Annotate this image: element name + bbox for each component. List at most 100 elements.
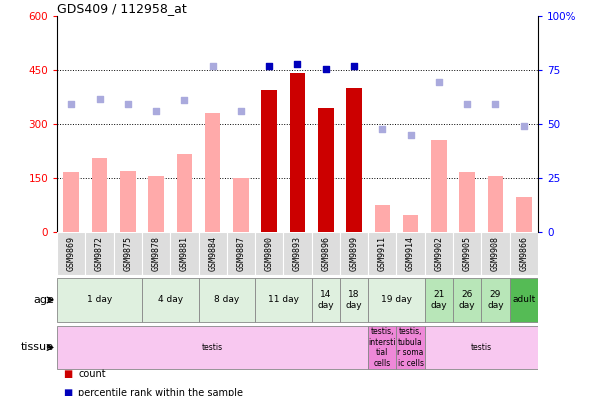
Text: GSM9878: GSM9878 — [151, 236, 160, 271]
Point — [236, 108, 246, 114]
FancyBboxPatch shape — [283, 232, 312, 275]
Text: 26
day: 26 day — [459, 290, 475, 310]
Text: GSM9881: GSM9881 — [180, 236, 189, 271]
FancyBboxPatch shape — [453, 232, 481, 275]
Text: 8 day: 8 day — [214, 295, 239, 305]
Text: age: age — [33, 295, 54, 305]
FancyBboxPatch shape — [425, 278, 453, 322]
FancyBboxPatch shape — [85, 232, 114, 275]
Text: testis,
tubula
r soma
ic cells: testis, tubula r soma ic cells — [397, 327, 424, 367]
FancyBboxPatch shape — [255, 278, 312, 322]
Bar — [290, 73, 305, 232]
Bar — [233, 178, 249, 232]
Text: GSM9884: GSM9884 — [208, 236, 217, 271]
Text: 18
day: 18 day — [346, 290, 362, 310]
FancyBboxPatch shape — [368, 278, 425, 322]
FancyBboxPatch shape — [397, 232, 425, 275]
Point — [293, 61, 302, 67]
FancyBboxPatch shape — [114, 232, 142, 275]
Point — [377, 126, 387, 132]
Bar — [261, 89, 277, 232]
Point — [95, 95, 105, 102]
Point — [490, 101, 500, 107]
Bar — [487, 176, 503, 232]
Point — [208, 63, 218, 69]
Point — [519, 122, 528, 129]
Text: ■: ■ — [63, 388, 72, 396]
FancyBboxPatch shape — [198, 232, 227, 275]
Text: GSM9908: GSM9908 — [491, 236, 500, 271]
Text: GSM9914: GSM9914 — [406, 236, 415, 271]
Text: GSM9893: GSM9893 — [293, 236, 302, 271]
Text: GDS409 / 112958_at: GDS409 / 112958_at — [57, 2, 187, 15]
Bar — [431, 140, 447, 232]
Text: tissue: tissue — [21, 343, 54, 352]
Point — [321, 66, 331, 72]
FancyBboxPatch shape — [170, 232, 198, 275]
Text: GSM9896: GSM9896 — [322, 236, 331, 271]
Text: GSM9887: GSM9887 — [236, 236, 245, 271]
Bar — [516, 198, 531, 232]
Bar — [92, 158, 108, 232]
Bar — [403, 215, 418, 232]
FancyBboxPatch shape — [510, 232, 538, 275]
Text: GSM9905: GSM9905 — [463, 236, 472, 271]
FancyBboxPatch shape — [397, 326, 425, 369]
Bar — [459, 172, 475, 232]
Point — [151, 108, 161, 114]
FancyBboxPatch shape — [510, 278, 538, 322]
FancyBboxPatch shape — [368, 232, 397, 275]
Text: GSM9911: GSM9911 — [378, 236, 387, 271]
FancyBboxPatch shape — [227, 232, 255, 275]
Text: 19 day: 19 day — [381, 295, 412, 305]
Point — [67, 101, 76, 107]
Bar — [64, 172, 79, 232]
FancyBboxPatch shape — [255, 232, 283, 275]
Text: 11 day: 11 day — [268, 295, 299, 305]
Text: GSM9872: GSM9872 — [95, 236, 104, 271]
Text: testis: testis — [471, 343, 492, 352]
Bar — [148, 176, 164, 232]
FancyBboxPatch shape — [312, 278, 340, 322]
Point — [434, 79, 444, 86]
Text: 4 day: 4 day — [157, 295, 183, 305]
FancyBboxPatch shape — [57, 326, 368, 369]
FancyBboxPatch shape — [340, 232, 368, 275]
Text: GSM9890: GSM9890 — [264, 236, 273, 271]
Text: count: count — [78, 369, 106, 379]
Text: GSM9899: GSM9899 — [350, 236, 359, 271]
Text: ■: ■ — [63, 369, 72, 379]
FancyBboxPatch shape — [312, 232, 340, 275]
Bar — [318, 108, 334, 232]
Text: GSM9866: GSM9866 — [519, 236, 528, 271]
FancyBboxPatch shape — [198, 278, 255, 322]
FancyBboxPatch shape — [425, 232, 453, 275]
Point — [349, 63, 359, 69]
Text: 1 day: 1 day — [87, 295, 112, 305]
FancyBboxPatch shape — [142, 278, 198, 322]
Text: GSM9869: GSM9869 — [67, 236, 76, 271]
Text: percentile rank within the sample: percentile rank within the sample — [78, 388, 243, 396]
FancyBboxPatch shape — [453, 278, 481, 322]
Text: GSM9875: GSM9875 — [123, 236, 132, 271]
Point — [406, 131, 415, 138]
Text: 14
day: 14 day — [317, 290, 334, 310]
Text: testis,
intersti
tial
cells: testis, intersti tial cells — [368, 327, 396, 367]
Bar — [205, 113, 221, 232]
FancyBboxPatch shape — [57, 232, 85, 275]
Text: 29
day: 29 day — [487, 290, 504, 310]
Bar — [346, 88, 362, 232]
FancyBboxPatch shape — [481, 278, 510, 322]
Bar — [177, 154, 192, 232]
FancyBboxPatch shape — [57, 278, 142, 322]
Bar — [374, 205, 390, 232]
Point — [462, 101, 472, 107]
Text: adult: adult — [512, 295, 535, 305]
Text: 21
day: 21 day — [430, 290, 447, 310]
Text: GSM9902: GSM9902 — [435, 236, 444, 271]
FancyBboxPatch shape — [368, 326, 397, 369]
Point — [264, 63, 274, 69]
FancyBboxPatch shape — [425, 326, 538, 369]
FancyBboxPatch shape — [142, 232, 170, 275]
Point — [123, 101, 133, 107]
